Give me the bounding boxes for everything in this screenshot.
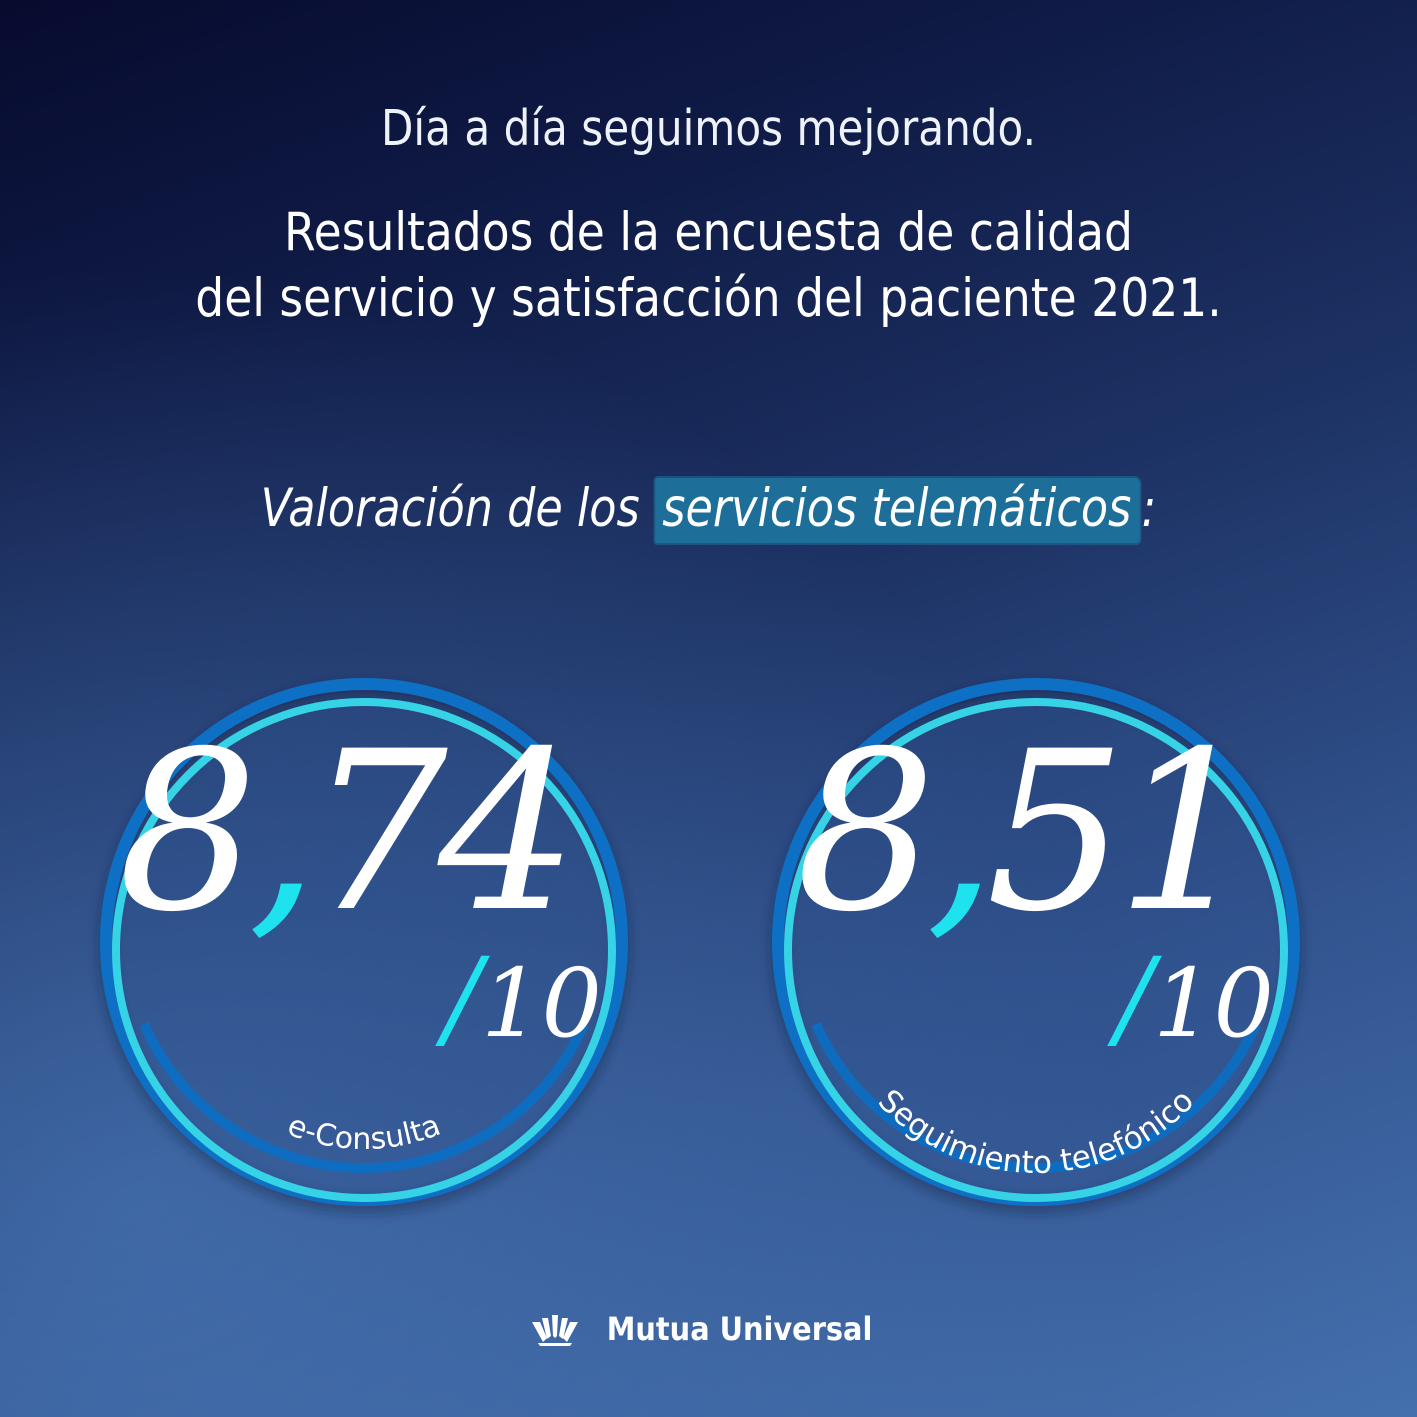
rating-score-seguimiento-telefonico: 8,51 (796, 704, 1256, 960)
brand-footer: Mutua Universal (0, 1310, 1417, 1348)
title-line-1: Resultados de la encuesta de calidad (284, 202, 1133, 263)
rating-card-e-consulta: e-Consulta 8,74 /10 (84, 664, 644, 1224)
section-heading-suffix: : (1141, 478, 1157, 539)
subtitle: Día a día seguimos mejorando. (380, 100, 1036, 157)
rating-card-seguimiento-telefonico: Seguimiento telefónico 8,51 /10 (756, 664, 1316, 1224)
mutua-universal-logo-icon (531, 1315, 578, 1346)
rating-ring-icon: e-Consulta (100, 678, 628, 1206)
rating-score-e-consulta: 8,74 (118, 704, 578, 960)
brand-name: Mutua Universal (606, 1310, 873, 1348)
page-title: Resultados de la encuesta de calidad del… (99, 200, 1318, 332)
rating-scale-e-consulta: /10 (444, 934, 602, 1062)
title-line-2: del servicio y satisfacción del paciente… (195, 268, 1222, 329)
section-heading-highlight: servicios telemáticos (655, 478, 1140, 543)
rating-ring-icon: Seguimiento telefónico (772, 678, 1300, 1206)
section-heading-prefix: Valoración de los (260, 478, 654, 539)
section-heading: Valoración de los servicios telemáticos: (113, 478, 1303, 543)
rating-scale-seguimiento-telefonico: /10 (1116, 934, 1274, 1062)
